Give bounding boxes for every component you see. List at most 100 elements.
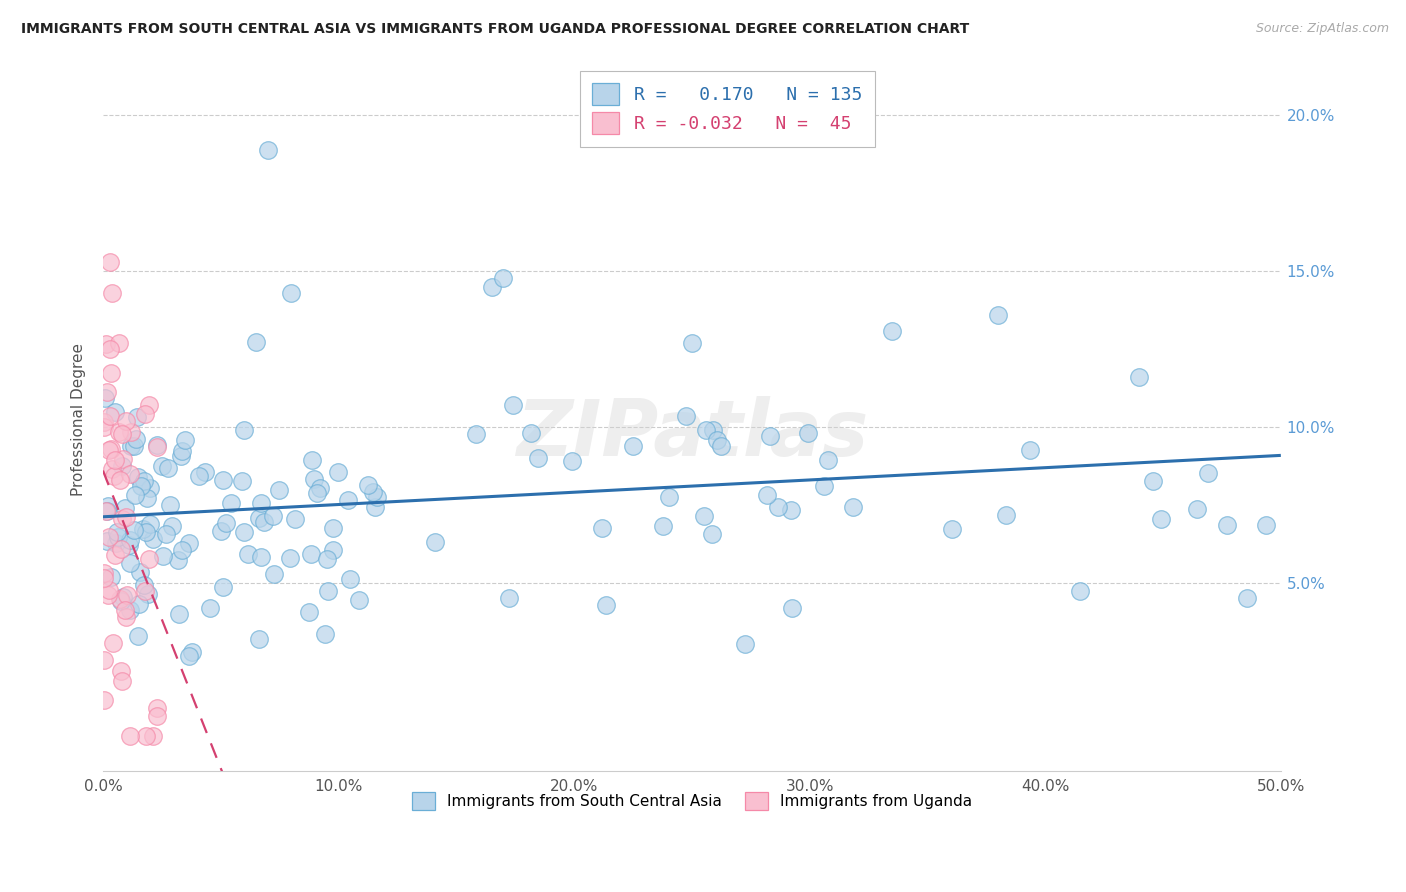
Point xyxy=(111,673,134,688)
Point xyxy=(129,479,152,493)
Point xyxy=(111,458,134,473)
Point xyxy=(263,566,285,581)
Point xyxy=(231,475,253,489)
Point xyxy=(155,526,177,541)
Point xyxy=(146,708,169,723)
Point xyxy=(105,536,128,550)
Point xyxy=(527,450,550,465)
Point xyxy=(142,730,165,744)
Text: ZIPatlas: ZIPatlas xyxy=(516,396,868,472)
Point xyxy=(172,443,194,458)
Point xyxy=(96,384,118,399)
Point xyxy=(115,414,138,428)
Point xyxy=(211,580,233,594)
Point xyxy=(759,428,782,442)
Point xyxy=(236,547,259,561)
Point xyxy=(96,504,118,518)
Point xyxy=(280,286,302,301)
Point xyxy=(181,644,204,658)
Point xyxy=(734,637,756,651)
Point xyxy=(361,485,384,500)
Point xyxy=(262,509,284,524)
Point xyxy=(129,565,152,579)
Point xyxy=(93,653,115,667)
Point xyxy=(125,410,148,425)
Point xyxy=(301,453,323,467)
Point xyxy=(356,478,378,492)
Point xyxy=(322,521,344,535)
Point xyxy=(93,420,115,434)
Point xyxy=(101,286,124,301)
Point xyxy=(104,405,127,419)
Point xyxy=(498,591,520,605)
Point xyxy=(481,280,503,294)
Point xyxy=(93,566,115,581)
Point xyxy=(211,473,233,487)
Point xyxy=(595,598,617,612)
Point xyxy=(817,452,839,467)
Point xyxy=(256,143,278,157)
Point xyxy=(1069,583,1091,598)
Point xyxy=(751,118,773,132)
Point xyxy=(96,533,118,548)
Point xyxy=(108,473,131,487)
Point xyxy=(167,607,190,621)
Point xyxy=(120,603,142,617)
Point xyxy=(103,469,125,483)
Point xyxy=(621,439,644,453)
Point xyxy=(142,533,165,547)
Point xyxy=(170,450,193,464)
Point xyxy=(307,486,329,500)
Point xyxy=(423,535,446,549)
Point xyxy=(658,490,681,504)
Point xyxy=(695,423,717,437)
Point xyxy=(98,343,121,357)
Point xyxy=(101,462,124,476)
Y-axis label: Professional Degree: Professional Degree xyxy=(72,343,86,496)
Point xyxy=(93,415,115,429)
Point xyxy=(1236,591,1258,605)
Point xyxy=(118,556,141,570)
Point xyxy=(1142,475,1164,489)
Point xyxy=(299,547,322,561)
Point xyxy=(110,664,132,678)
Point xyxy=(316,583,339,598)
Point xyxy=(131,522,153,536)
Point xyxy=(681,336,703,351)
Point xyxy=(101,636,124,650)
Point xyxy=(138,587,160,601)
Point xyxy=(146,701,169,715)
Point xyxy=(97,500,120,514)
Point xyxy=(98,443,121,458)
Point xyxy=(766,500,789,514)
Point xyxy=(502,398,524,412)
Point xyxy=(114,509,136,524)
Point xyxy=(124,439,146,453)
Point xyxy=(115,589,138,603)
Point xyxy=(159,498,181,512)
Legend: Immigrants from South Central Asia, Immigrants from Uganda: Immigrants from South Central Asia, Immi… xyxy=(406,786,979,815)
Point xyxy=(194,466,217,480)
Point xyxy=(117,538,139,552)
Point xyxy=(1256,517,1278,532)
Point xyxy=(138,481,160,495)
Point xyxy=(96,504,118,518)
Point xyxy=(253,515,276,529)
Point xyxy=(706,434,728,448)
Point xyxy=(249,496,271,510)
Point xyxy=(269,483,291,498)
Point xyxy=(233,525,256,540)
Point xyxy=(111,591,134,605)
Point xyxy=(465,426,488,441)
Point xyxy=(702,424,724,438)
Point xyxy=(347,593,370,607)
Point xyxy=(97,582,120,597)
Point xyxy=(111,452,134,467)
Point xyxy=(160,519,183,533)
Point xyxy=(591,521,613,535)
Point xyxy=(100,570,122,584)
Point xyxy=(124,432,146,446)
Point xyxy=(233,423,256,437)
Point xyxy=(652,519,675,533)
Point xyxy=(108,425,131,439)
